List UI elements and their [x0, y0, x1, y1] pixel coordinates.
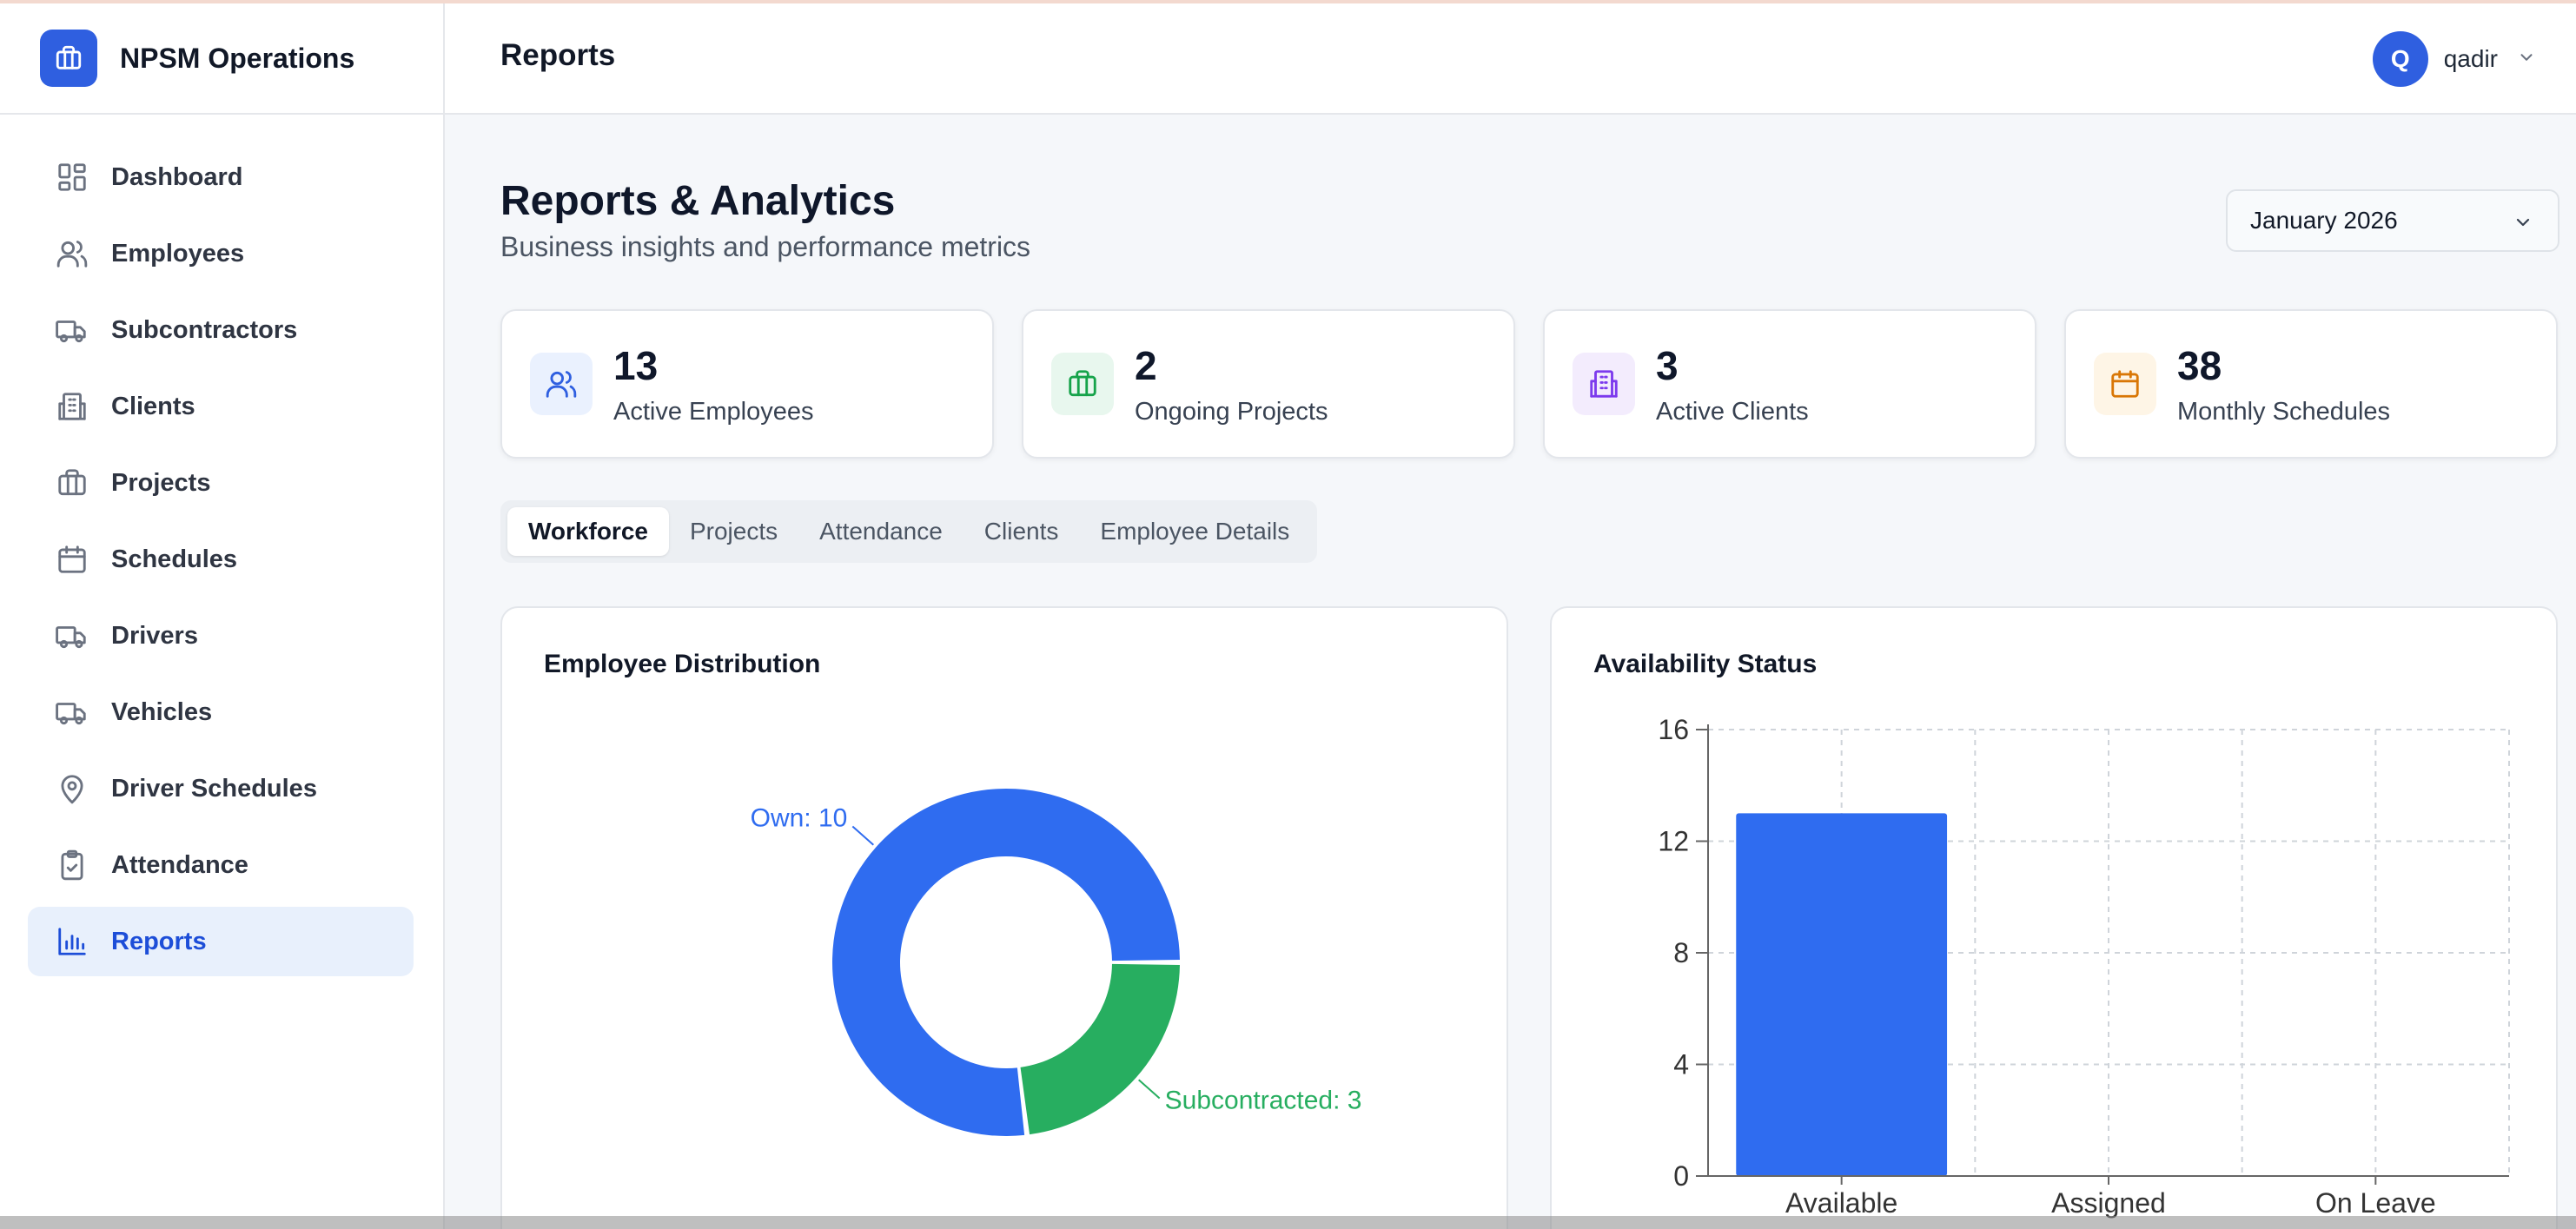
employee-distribution-card: Employee Distribution Own: 10 Subcontract… [500, 606, 1508, 1229]
stat-label: Active Clients [1656, 398, 1809, 426]
briefcase-icon [1051, 353, 1114, 415]
stat-card-active-clients: 3 Active Clients [1543, 309, 2036, 459]
stat-value: 38 [2177, 343, 2222, 388]
top-accent-line [0, 0, 2576, 3]
sidebar-item-label: Dashboard [111, 162, 243, 191]
app-name: NPSM Operations [120, 42, 355, 74]
stat-card-monthly-schedules: 38 Monthly Schedules [2064, 309, 2558, 459]
sidebar-item-label: Subcontractors [111, 315, 298, 344]
sidebar-item-label: Driver Schedules [111, 774, 317, 803]
stat-value: 3 [1656, 343, 1679, 388]
slice-label: Subcontracted: 3 [1165, 1086, 1362, 1114]
sidebar-item-reports[interactable]: Reports [28, 907, 414, 976]
page-title: Reports & Analytics [500, 178, 896, 224]
bar-chart: 0 4 8 12 16 Available Assigned On Leave [1658, 714, 2510, 1219]
card-title: Employee Distribution [544, 650, 821, 678]
month-select[interactable]: January 2026 [2226, 189, 2559, 252]
sidebar-item-driver-schedules[interactable]: Driver Schedules [28, 754, 414, 823]
sidebar-item-dashboard[interactable]: Dashboard [28, 142, 414, 212]
sidebar-item-schedules[interactable]: Schedules [28, 525, 414, 594]
sidebar-item-label: Vehicles [111, 697, 213, 726]
month-select-value: January 2026 [2250, 207, 2398, 234]
stat-card-active-employees: 13 Active Employees [500, 309, 994, 459]
sidebar-item-label: Clients [111, 392, 195, 420]
sidebar-nav: Dashboard Employees Subcontractors Clients P… [0, 115, 443, 976]
donut-slice-subcontracted[interactable] [1020, 963, 1180, 1135]
tab-clients[interactable]: Clients [983, 518, 1059, 545]
chevron-down-icon [2517, 48, 2536, 71]
bar-available[interactable] [1736, 813, 1948, 1176]
stat-value: 13 [613, 343, 659, 388]
clipboard-check-icon [56, 849, 89, 882]
slice-leader-line [851, 825, 874, 846]
dashboard-icon [56, 161, 89, 194]
x-tick-label: Available [1785, 1187, 1897, 1219]
stat-value: 2 [1135, 343, 1157, 388]
users-icon [530, 353, 593, 415]
sidebar-item-subcontractors[interactable]: Subcontractors [28, 295, 414, 365]
y-tick-label: 8 [1673, 937, 1689, 968]
sidebar-item-label: Employees [111, 239, 245, 268]
x-tick-label: Assigned [2051, 1187, 2166, 1219]
bar-chart-icon [56, 925, 89, 958]
y-tick-label: 4 [1673, 1049, 1689, 1080]
briefcase-icon [56, 466, 89, 499]
availability-status-card: Availability Status 0 4 8 12 16 Available Assi… [1550, 606, 2558, 1229]
sidebar-item-drivers[interactable]: Drivers [28, 601, 414, 671]
sidebar-item-label: Drivers [111, 621, 198, 650]
sidebar-item-projects[interactable]: Projects [28, 448, 414, 518]
users-icon [56, 237, 89, 270]
briefcase-icon [40, 30, 97, 87]
truck-icon [56, 696, 89, 729]
tab-workforce[interactable]: Workforce [507, 507, 669, 556]
truck-icon [56, 619, 89, 652]
slice-label: Own: 10 [751, 804, 848, 833]
sidebar-item-label: Projects [111, 468, 211, 497]
stat-label: Ongoing Projects [1135, 398, 1328, 426]
user-menu[interactable]: Q qadir [2372, 31, 2536, 87]
page-subtitle: Business insights and performance metric… [500, 231, 1031, 262]
tab-attendance[interactable]: Attendance [819, 518, 943, 545]
sidebar-item-vehicles[interactable]: Vehicles [28, 677, 414, 747]
sidebar-item-label: Attendance [111, 850, 248, 879]
main-content: Reports & Analytics Business insights an… [445, 115, 2576, 1229]
x-tick-label: On Leave [2315, 1187, 2436, 1219]
card-title: Availability Status [1593, 650, 1818, 678]
chevron-down-icon [2513, 212, 2533, 237]
user-name: qadir [2443, 45, 2498, 72]
building-icon [56, 390, 89, 423]
sidebar-item-label: Schedules [111, 545, 238, 573]
sidebar-item-clients[interactable]: Clients [28, 372, 414, 441]
bottom-overlay [0, 1216, 2576, 1229]
top-header: Reports Q qadir [445, 3, 2576, 115]
map-pin-icon [56, 772, 89, 805]
header-title: Reports [500, 38, 616, 72]
sidebar: NPSM Operations Dashboard Employees Subcon… [0, 3, 445, 1229]
calendar-icon [56, 543, 89, 576]
y-tick-label: 16 [1658, 714, 1689, 745]
sidebar-item-label: Reports [111, 927, 207, 955]
brand[interactable]: NPSM Operations [0, 3, 443, 115]
avatar: Q [2372, 31, 2428, 87]
stat-cards: 13 Active Employees 2 Ongoing Projects 3 Acti… [500, 309, 2562, 459]
sidebar-item-employees[interactable]: Employees [28, 219, 414, 288]
y-tick-label: 0 [1673, 1160, 1689, 1192]
donut-slice-own[interactable] [831, 789, 1180, 1136]
truck-icon [56, 314, 89, 347]
y-tick-label: 12 [1658, 826, 1689, 857]
calendar-icon [2094, 353, 2156, 415]
building-icon [1573, 353, 1635, 415]
tab-projects[interactable]: Projects [689, 518, 778, 545]
stat-card-ongoing-projects: 2 Ongoing Projects [1022, 309, 1515, 459]
stat-label: Monthly Schedules [2177, 398, 2391, 426]
tab-employee-details[interactable]: Employee Details [1100, 518, 1290, 545]
stat-label: Active Employees [613, 398, 814, 426]
report-tabs: Workforce Projects Attendance Clients Employ… [500, 500, 1318, 563]
slice-leader-line [1138, 1079, 1161, 1100]
sidebar-item-attendance[interactable]: Attendance [28, 830, 414, 900]
